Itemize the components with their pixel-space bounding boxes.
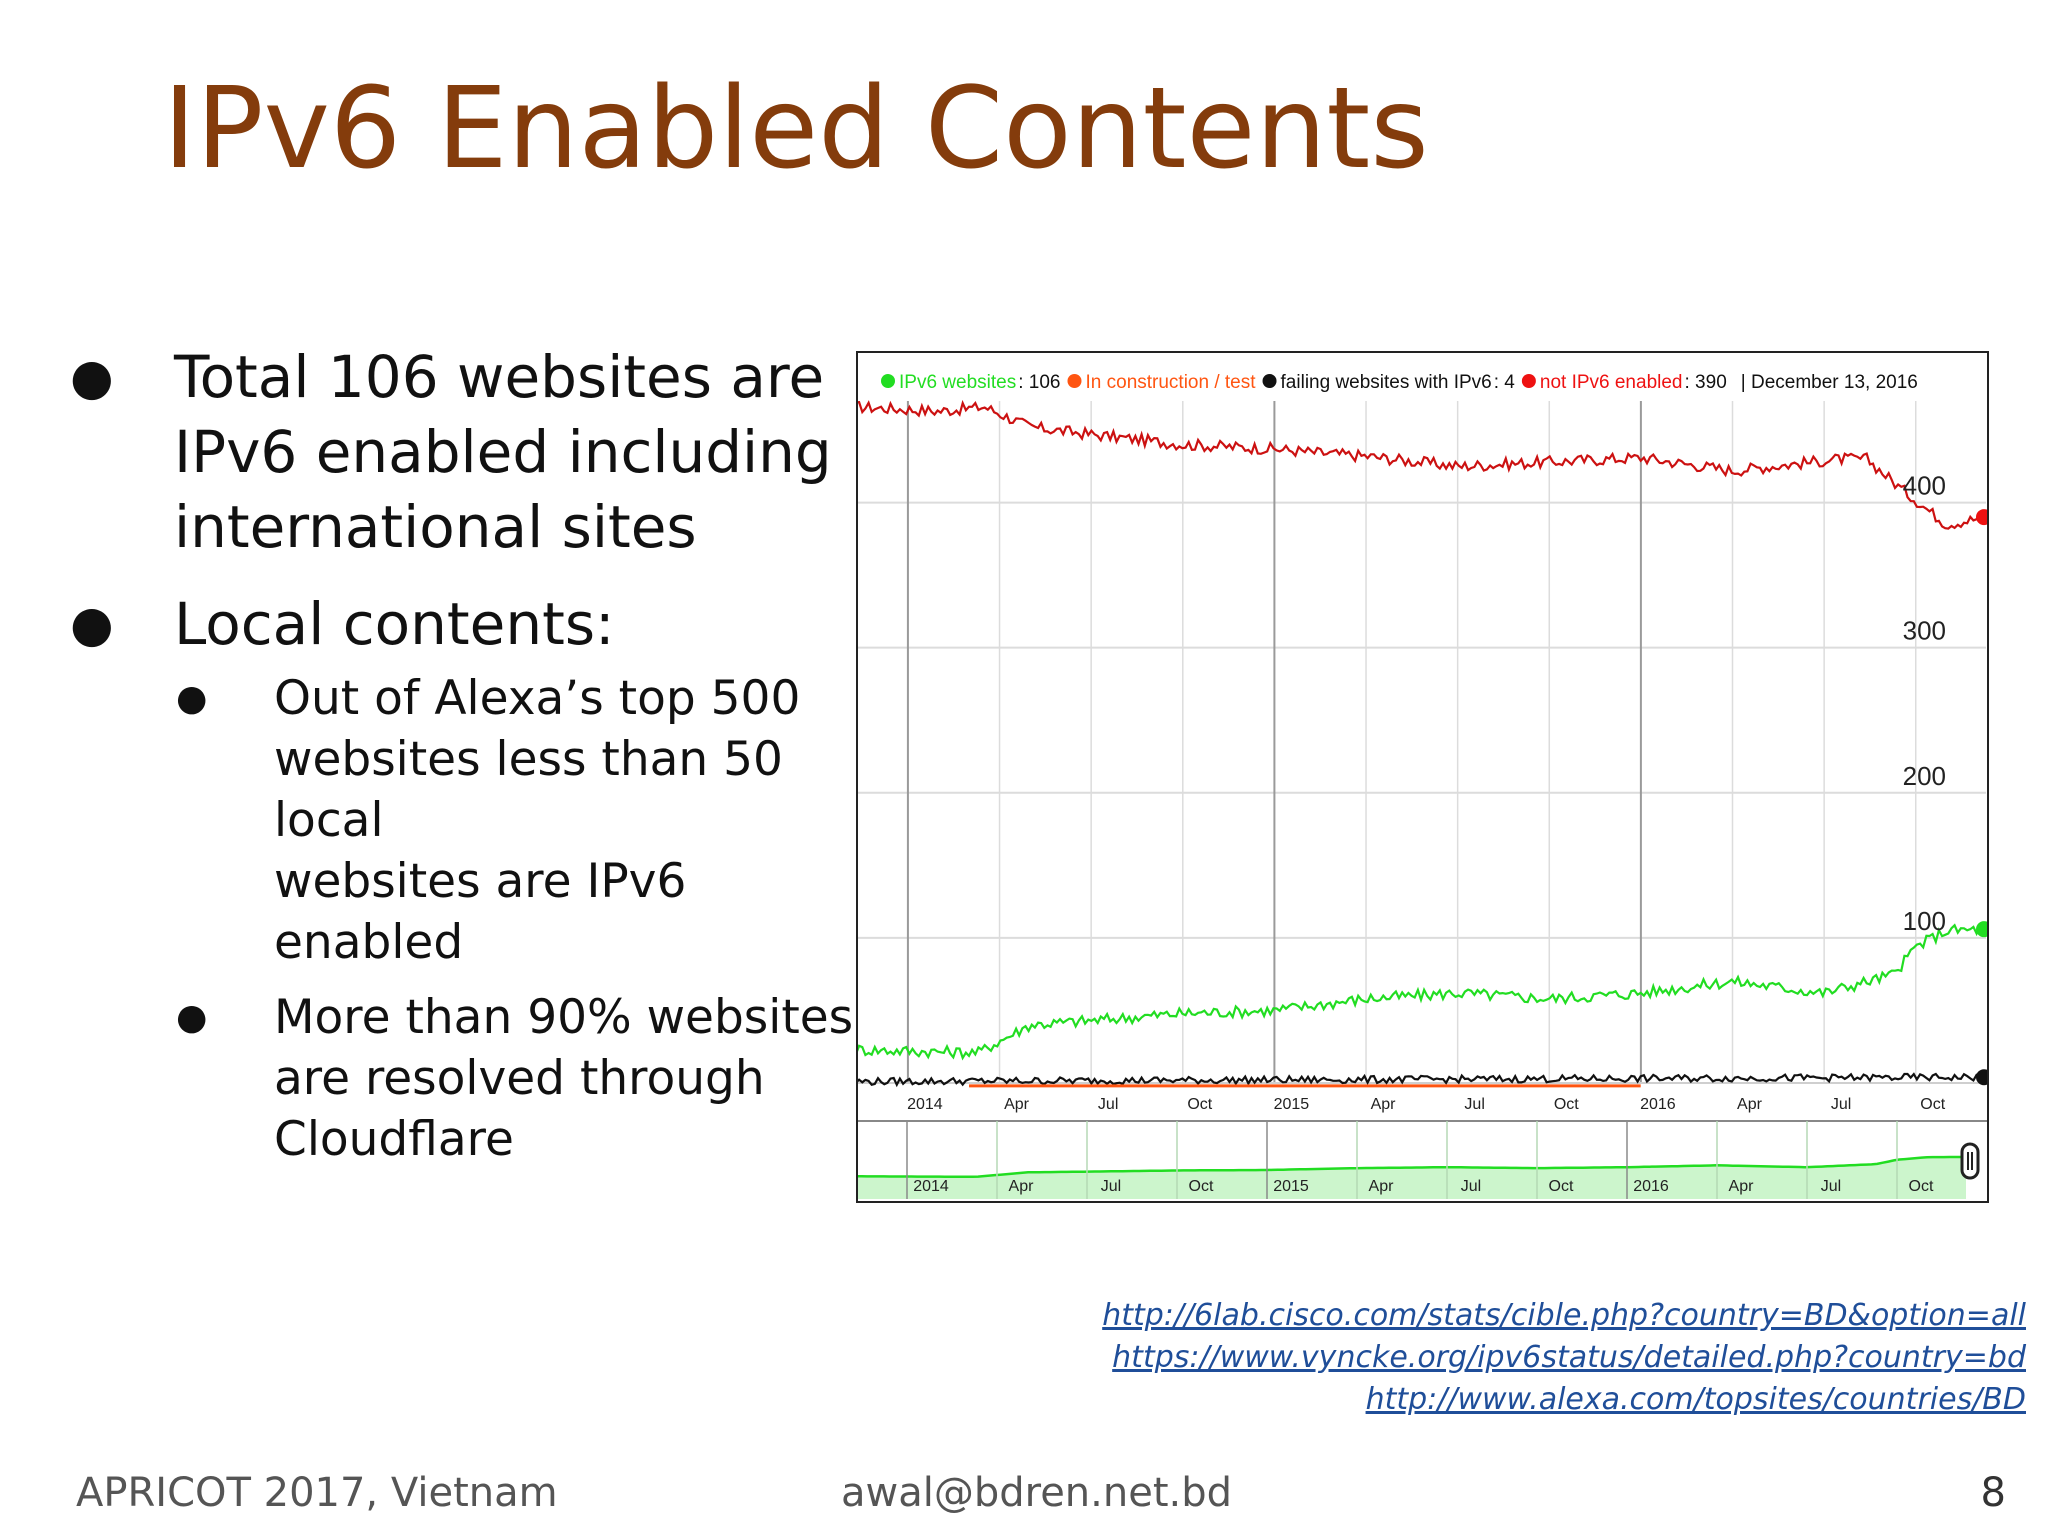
bullet-dot-icon: ●	[70, 595, 114, 653]
bullet-list: ● Total 106 websites are IPv6 enabled in…	[70, 340, 890, 1170]
series-line-2	[855, 1072, 1987, 1088]
chart-svg: IPv6 websites: 106 In construction / test…	[854, 351, 1992, 1203]
reference-link[interactable]: https://www.vyncke.org/ipv6status/detail…	[1112, 1340, 2026, 1375]
sub-bullet-line: are resolved through	[274, 1051, 765, 1106]
legend-label-2: failing websites with IPv6	[1281, 372, 1492, 393]
reference-link[interactable]: http://6lab.cisco.com/stats/cible.php?co…	[1102, 1298, 2026, 1333]
bullet-item: ● Total 106 websites are IPv6 enabled in…	[70, 340, 890, 565]
ipv6-chart: IPv6 websites: 106 In construction / test…	[854, 351, 1992, 1203]
slide-title: IPv6 Enabled Contents	[163, 64, 1429, 194]
sub-bullet-line: websites less than 50 local	[274, 732, 783, 848]
sub-bullet-line: More than 90% websites	[274, 990, 854, 1045]
legend-value-0: : 106	[1018, 372, 1060, 393]
sub-bullet-item: ● More than 90% websites are resolved th…	[70, 987, 890, 1170]
x-tick-label-5: Apr	[1371, 1096, 1397, 1113]
legend-label-3: not IPv6 enabled	[1540, 372, 1683, 393]
navigator-area	[856, 1156, 1966, 1199]
y-tick-label-3: 100	[1903, 906, 1946, 936]
legend-value-2: : 4	[1494, 372, 1516, 393]
legend-value-3: : 390	[1685, 372, 1727, 393]
x-tick-label-10: Jul	[1831, 1096, 1851, 1113]
legend-date: | December 13, 2016	[1741, 372, 1918, 393]
navigator-tick-label-10: Jul	[1821, 1178, 1841, 1195]
chart-legend: IPv6 websites: 106 In construction / test…	[881, 372, 1918, 393]
x-tick-label-1: Apr	[1004, 1096, 1030, 1113]
navigator-tick-label-5: Apr	[1369, 1178, 1395, 1195]
navigator-tick-label-0: 2014	[913, 1178, 949, 1195]
legend-marker-3	[1521, 374, 1536, 388]
navigator-tick-label-4: 2015	[1273, 1178, 1309, 1195]
sub-bullet-dot-icon: ●	[176, 678, 208, 719]
sub-bullet-line: websites are IPv6 enabled	[274, 854, 687, 970]
y-tick-label-1: 300	[1903, 616, 1946, 646]
page-number: 8	[1980, 1470, 2006, 1516]
reference-links: http://6lab.cisco.com/stats/cible.php?co…	[1102, 1295, 2026, 1421]
chart-grid	[856, 401, 1986, 1084]
y-tick-label-2: 200	[1903, 761, 1946, 791]
navigator-tick-label-3: Oct	[1189, 1178, 1214, 1195]
bullet-dot-icon: ●	[70, 348, 114, 406]
navigator-tick-label-9: Apr	[1729, 1178, 1755, 1195]
x-tick-label-0: 2014	[907, 1096, 943, 1113]
navigator-tick-label-8: 2016	[1633, 1178, 1669, 1195]
chart-border	[856, 351, 1989, 1203]
sub-bullet-line: Out of Alexa’s top 500	[274, 671, 801, 726]
navigator-handle-icon[interactable]	[1960, 1142, 1980, 1180]
navigator-tick-label-6: Jul	[1461, 1178, 1481, 1195]
navigator-tick-label-11: Oct	[1909, 1178, 1934, 1195]
x-tick-label-7: Oct	[1554, 1096, 1579, 1113]
legend-label-0: IPv6 websites	[899, 372, 1016, 393]
bullet-item: ● Local contents:	[70, 587, 890, 662]
x-tick-label-4: 2015	[1274, 1096, 1310, 1113]
x-tick-label-3: Oct	[1187, 1096, 1212, 1113]
chart-x-ticks: 2014 Apr Jul Oct 2015 Apr Jul Oct 2016 Apr Jul Oct	[907, 1096, 1946, 1113]
sub-bullet-dot-icon: ●	[176, 997, 208, 1038]
x-tick-label-9: Apr	[1737, 1096, 1763, 1113]
navigator-tick-label-1: Apr	[1009, 1178, 1035, 1195]
x-tick-label-6: Jul	[1464, 1096, 1484, 1113]
chart-background	[856, 351, 1989, 1203]
chart-range-navigator[interactable]: 2014 Apr Jul Oct 2015 Apr Jul Oct 2016 Apr Jul Oct	[856, 1120, 1989, 1199]
bullet-line: IPv6 enabled including	[174, 418, 832, 486]
footer-email: awal@bdren.net.bd	[841, 1470, 1233, 1516]
legend-marker-2	[1262, 374, 1277, 388]
legend-marker-0	[881, 374, 895, 388]
series-line-0	[855, 399, 1987, 530]
bullet-line: Total 106 websites are	[174, 343, 825, 411]
legend-label-1: In construction / test	[1086, 372, 1257, 393]
navigator-tick-label-7: Oct	[1549, 1178, 1574, 1195]
series-line-1	[854, 923, 1987, 1061]
bullet-line: international sites	[174, 493, 697, 561]
x-tick-label-8: 2016	[1640, 1096, 1676, 1113]
navigator-line	[856, 1155, 1967, 1179]
y-tick-label-0: 400	[1903, 471, 1946, 501]
reference-link[interactable]: http://www.alexa.com/topsites/countries/…	[1365, 1382, 2026, 1417]
chart-y-ticks: 400 300 200 100	[1903, 471, 1946, 936]
sub-bullet-line: Cloudflare	[274, 1112, 514, 1167]
x-tick-label-11: Oct	[1920, 1096, 1945, 1113]
navigator-tick-label-2: Jul	[1101, 1178, 1121, 1195]
bullet-line: Local contents:	[174, 590, 615, 658]
x-tick-label-2: Jul	[1098, 1096, 1118, 1113]
footer-event: APRICOT 2017, Vietnam	[76, 1470, 558, 1516]
legend-marker-1	[1067, 374, 1082, 388]
sub-bullet-item: ● Out of Alexa’s top 500 websites less t…	[70, 668, 890, 973]
